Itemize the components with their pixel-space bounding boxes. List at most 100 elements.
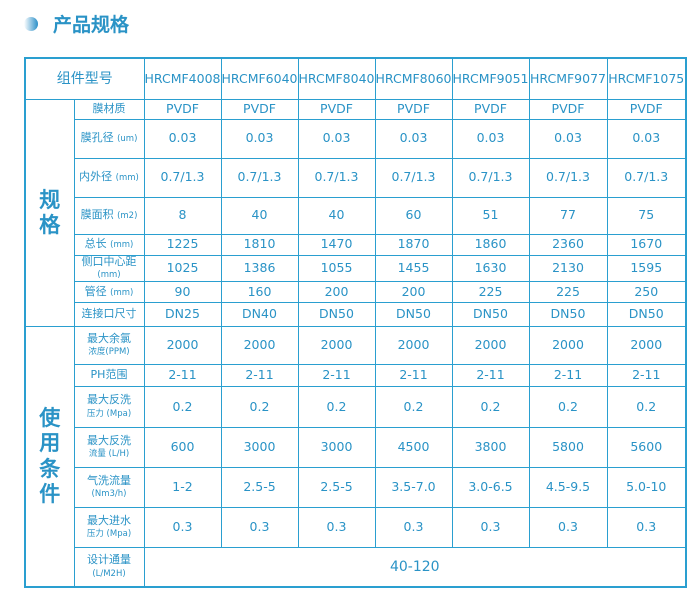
- row-label: PH范围: [73, 363, 145, 387]
- cell-value: 5600: [606, 426, 687, 468]
- table-row: 管径 (mm) 90 160 200 200 225 225 250: [25, 280, 687, 303]
- cell-value: 5.0-10: [606, 466, 687, 508]
- design-flux-value: 40-120: [143, 546, 687, 588]
- table-row: PH范围 2-11 2-11 2-11 2-11 2-11 2-11 2-11: [25, 363, 687, 387]
- cell-value: 0.3: [297, 506, 376, 548]
- cell-value: 1860: [451, 233, 530, 256]
- row-label: 最大反洗 压力 (Mpa): [73, 385, 145, 428]
- cell-value: DN40: [220, 301, 299, 327]
- cell-value: 600: [143, 426, 222, 468]
- cell-value: DN50: [451, 301, 530, 327]
- cell-value: 2130: [528, 254, 608, 282]
- group-spec: 规格: [24, 98, 75, 327]
- cell-value: 225: [528, 280, 608, 303]
- table-row: 侧口中心距 (mm) 1025 1386 1055 1455 1630 2130 1595: [25, 254, 687, 282]
- cell-value: 2-11: [220, 363, 299, 387]
- cell-value: PVDF: [220, 98, 299, 120]
- cell-value: 0.03: [220, 118, 299, 159]
- cell-value: 0.7/1.3: [143, 157, 222, 198]
- cell-value: 0.7/1.3: [374, 157, 453, 198]
- cell-value: 0.2: [451, 385, 530, 428]
- cell-value: 1455: [374, 254, 453, 282]
- table-row: 设计通量 (L/M2H) 40-120: [25, 546, 687, 588]
- spec-table: 组件型号 HRCMF4008 HRCMF6040 HRCMF8040 HRCMF8060…: [24, 57, 687, 589]
- cell-value: DN25: [143, 301, 222, 327]
- cell-value: 1870: [374, 233, 453, 256]
- cell-value: 200: [374, 280, 453, 303]
- cell-value: 160: [220, 280, 299, 303]
- cell-value: PVDF: [143, 98, 222, 120]
- cell-value: 2000: [143, 325, 222, 365]
- cell-value: 2.5-5: [220, 466, 299, 508]
- cell-value: 4.5-9.5: [528, 466, 608, 508]
- cell-value: 2-11: [606, 363, 687, 387]
- cell-value: DN50: [606, 301, 687, 327]
- cell-value: 0.7/1.3: [451, 157, 530, 198]
- cell-value: 200: [297, 280, 376, 303]
- cell-value: 51: [451, 196, 530, 235]
- cell-value: DN50: [374, 301, 453, 327]
- cell-value: 1630: [451, 254, 530, 282]
- table-row: 规格 膜材质 PVDF PVDF PVDF PVDF PVDF PVDF PVDF: [24, 98, 687, 327]
- cell-value: 0.3: [606, 506, 687, 548]
- cell-value: 2000: [297, 325, 376, 365]
- cell-value: 0.3: [143, 506, 222, 548]
- cell-value: 1025: [143, 254, 222, 282]
- row-label: 侧口中心距 (mm): [73, 254, 145, 282]
- cell-value: 2-11: [451, 363, 530, 387]
- cell-value: 0.2: [143, 385, 222, 428]
- cell-value: 5800: [528, 426, 608, 468]
- cell-value: 0.7/1.3: [297, 157, 376, 198]
- cell-value: DN50: [297, 301, 376, 327]
- cell-value: 0.7/1.3: [528, 157, 608, 198]
- cell-value: PVDF: [528, 98, 608, 120]
- cell-value: 1810: [220, 233, 299, 256]
- cell-value: 2360: [528, 233, 608, 256]
- row-label: 管径 (mm): [73, 280, 145, 303]
- cell-value: PVDF: [451, 98, 530, 120]
- cell-value: 77: [528, 196, 608, 235]
- cell-value: 0.2: [297, 385, 376, 428]
- model-header: HRCMF9077: [528, 57, 608, 100]
- cell-value: PVDF: [297, 98, 376, 120]
- cell-value: 2000: [220, 325, 299, 365]
- cell-value: 0.03: [143, 118, 222, 159]
- row-label: 最大反洗 流量 (L/H): [73, 426, 145, 468]
- table-row: 连接口尺寸 DN25 DN40 DN50 DN50 DN50 DN50 DN50: [25, 301, 687, 327]
- cell-value: 1670: [606, 233, 687, 256]
- cell-value: PVDF: [374, 98, 453, 120]
- row-label: 连接口尺寸: [73, 301, 145, 327]
- cell-value: 0.2: [220, 385, 299, 428]
- cell-value: 0.03: [528, 118, 608, 159]
- cell-value: 40: [297, 196, 376, 235]
- section-title: 产品规格: [24, 10, 129, 37]
- model-header: HRCMF9051: [451, 57, 530, 100]
- cell-value: 0.2: [374, 385, 453, 428]
- cell-value: 2000: [606, 325, 687, 365]
- cell-value: 1055: [297, 254, 376, 282]
- cell-value: 1470: [297, 233, 376, 256]
- title-text: 产品规格: [53, 14, 130, 36]
- header-row: 组件型号 HRCMF4008 HRCMF6040 HRCMF8040 HRCMF8060…: [24, 57, 687, 100]
- bullet-icon: [24, 16, 38, 31]
- table-row: 膜面积 (m2) 8 40 40 60 51 77 75: [25, 196, 687, 235]
- table-row: 使用条件 最大余氯 浓度(PPM) 2000 2000 2000 2000 2000 2000 2…: [24, 325, 687, 588]
- cell-value: 8: [143, 196, 222, 235]
- row-label: 设计通量 (L/M2H): [73, 546, 145, 588]
- row-label: 膜面积 (m2): [73, 196, 145, 235]
- group-usage: 使用条件: [24, 325, 75, 588]
- table-row: 最大进水 压力 (Mpa) 0.3 0.3 0.3 0.3 0.3 0.3 0.3: [25, 506, 687, 548]
- cell-value: 75: [606, 196, 687, 235]
- cell-value: DN50: [528, 301, 608, 327]
- row-label: 最大进水 压力 (Mpa): [73, 506, 145, 548]
- cell-value: 3.5-7.0: [374, 466, 453, 508]
- cell-value: 2-11: [374, 363, 453, 387]
- table-row: 内外径 (mm) 0.7/1.3 0.7/1.3 0.7/1.3 0.7/1.3 0.7/…: [25, 157, 687, 198]
- cell-value: 3000: [297, 426, 376, 468]
- cell-value: 2000: [374, 325, 453, 365]
- cell-value: 3800: [451, 426, 530, 468]
- table-row: 最大反洗 压力 (Mpa) 0.2 0.2 0.2 0.2 0.2 0.2 0.2: [25, 385, 687, 428]
- cell-value: 1386: [220, 254, 299, 282]
- row-label: 最大余氯 浓度(PPM): [73, 325, 145, 365]
- table-row: 最大反洗 流量 (L/H) 600 3000 3000 4500 3800 5800 5600: [25, 426, 687, 468]
